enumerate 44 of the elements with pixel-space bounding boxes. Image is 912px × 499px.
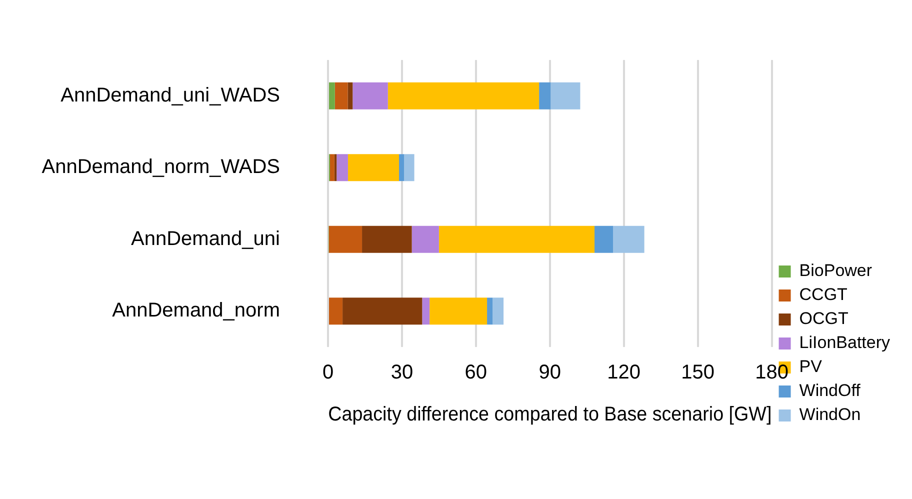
bar [336,154,348,182]
bar [487,298,493,325]
y-tick-label: AnnDemand_uni [131,228,280,250]
y-tick-label: AnnDemand_norm_WADS [42,156,280,178]
bar [550,82,580,110]
bar [594,226,614,253]
bar [348,82,353,110]
x-tick-label: 90 [538,362,562,384]
legend-label: PV [799,357,823,376]
bar [430,298,488,325]
bar [412,226,439,253]
legend-label: LiIonBattery [799,333,890,352]
bar [329,82,335,110]
bar [404,154,414,182]
bar [352,82,388,110]
bar [330,154,334,182]
y-tick-label: AnnDemand_norm [112,300,280,322]
x-tick-label: 150 [681,362,715,384]
bar [613,226,644,253]
bar [334,82,348,110]
bar [342,298,422,325]
bar [422,298,430,325]
bar [328,226,362,253]
x-tick-label: 180 [755,362,788,384]
legend-label: BioPower [799,261,872,280]
legend-label: WindOff [799,381,861,400]
bar [362,226,412,253]
bar [334,154,337,182]
bar [492,298,504,325]
x-tick-label: 30 [390,362,414,384]
x-tick-label: 120 [607,362,641,384]
y-tick-label: AnnDemand_uni_WADS [60,84,280,106]
x-tick-label: 60 [464,362,488,384]
bar [388,82,540,110]
legend-label: WindOn [799,405,861,424]
bar [348,154,400,182]
x-axis-title: Capacity difference compared to Base scenario [GW] [328,403,772,426]
legend-label: CCGT [799,285,848,304]
bar [399,154,404,182]
bar [539,82,551,110]
bar [329,298,343,325]
legend-label: OCGT [799,309,848,328]
x-tick-label: 0 [322,362,334,384]
bar [438,226,595,253]
